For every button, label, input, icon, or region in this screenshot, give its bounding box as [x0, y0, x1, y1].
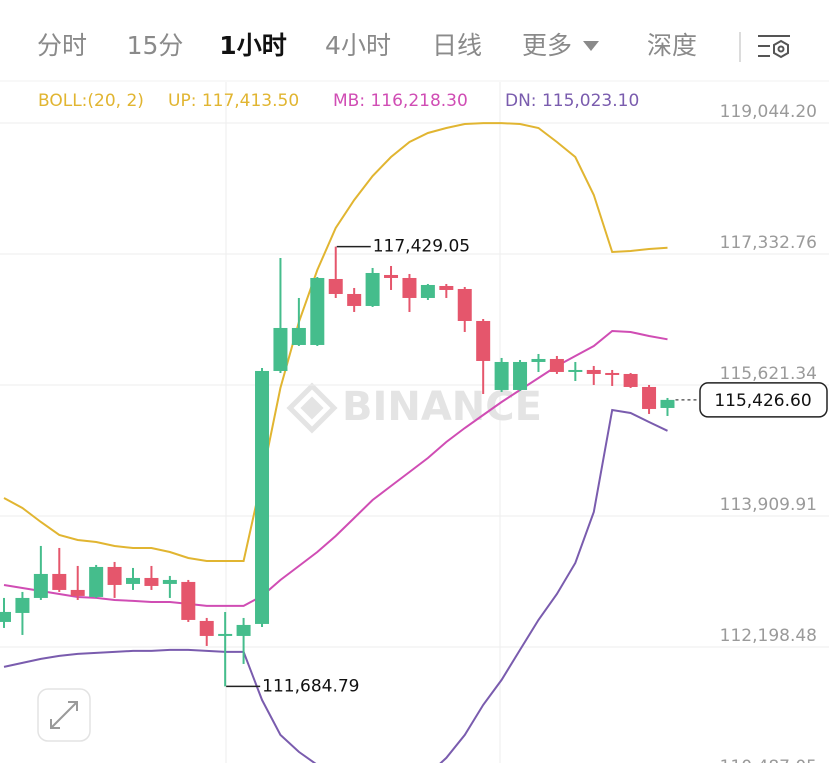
- candle-body: [420, 284, 435, 298]
- candle-body: [586, 369, 601, 374]
- last-price-box: [699, 382, 828, 418]
- candle-body: [15, 597, 30, 613]
- boll-line: [3, 408, 668, 763]
- candle-body: [33, 573, 48, 598]
- candle-body: [144, 577, 159, 586]
- watermark-logo: [286, 382, 338, 434]
- candle-body: [273, 327, 288, 371]
- candle-body: [181, 581, 196, 620]
- candle-body: [623, 373, 638, 387]
- tab[interactable]: 4小时: [325, 31, 391, 60]
- boll-line: [3, 122, 668, 562]
- tab[interactable]: 1小时: [219, 31, 286, 60]
- tab[interactable]: 更多: [522, 31, 572, 60]
- y-tick-label: 113,909.91: [720, 495, 817, 515]
- candle-body: [236, 624, 251, 636]
- candle-body: [457, 288, 472, 321]
- candle-body: [52, 573, 67, 590]
- candle-body: [494, 361, 509, 390]
- candle-body: [0, 611, 11, 622]
- annotation-label: 111,684.79: [262, 676, 359, 696]
- candle-body: [89, 566, 104, 597]
- candle-body: [199, 620, 214, 636]
- last-price-label: 115,426.60: [714, 391, 811, 411]
- header: [0, 32, 829, 82]
- candle-body: [107, 566, 122, 585]
- candle-body: [568, 369, 583, 372]
- y-tick-label: 117,332.76: [720, 233, 817, 253]
- candle-body: [162, 579, 177, 584]
- tab[interactable]: 日线: [432, 31, 482, 60]
- candle-body: [255, 370, 270, 624]
- boll-line: [3, 329, 668, 607]
- candle-body: [347, 293, 362, 306]
- y-tick-label: 112,198.48: [720, 626, 817, 646]
- y-tick-label: 119,044.20: [720, 102, 817, 122]
- legend-entry: UP: 117,413.50: [168, 91, 299, 111]
- candle-body: [660, 399, 675, 408]
- legend-entry: MB: 116,218.30: [333, 91, 468, 111]
- candle-body: [402, 277, 417, 298]
- candle-body: [328, 278, 343, 294]
- candle-body: [291, 327, 306, 345]
- annotation-label: 117,429.05: [373, 237, 470, 257]
- candle-body: [384, 274, 399, 278]
- indicator-label: BOLL:(20, 2): [38, 91, 144, 111]
- expand-button[interactable]: [37, 688, 91, 742]
- candle-body: [218, 633, 233, 636]
- tab[interactable]: 分时: [37, 31, 87, 60]
- candle-body: [531, 358, 546, 362]
- legend-entry: DN: 115,023.10: [505, 91, 639, 111]
- candle-body: [642, 386, 657, 409]
- candle-body: [476, 320, 491, 361]
- candle-body: [126, 577, 141, 584]
- candle-body: [439, 285, 454, 290]
- plot-area: [0, 122, 675, 763]
- y-tick-label: 115,621.34: [720, 364, 817, 384]
- watermark: BINANCE: [342, 384, 542, 430]
- candle-body: [513, 361, 528, 390]
- settings-icon[interactable]: [758, 35, 790, 59]
- candle-body: [549, 358, 564, 372]
- tab[interactable]: 深度: [647, 31, 697, 60]
- tab[interactable]: 15分: [127, 31, 184, 60]
- y-tick-label: 110,487.05: [720, 757, 817, 763]
- candle-body: [70, 589, 85, 596]
- candle-body: [605, 372, 620, 375]
- candle-body: [310, 277, 325, 345]
- candle-body: [365, 272, 380, 306]
- dropdown-arrow: [583, 41, 599, 51]
